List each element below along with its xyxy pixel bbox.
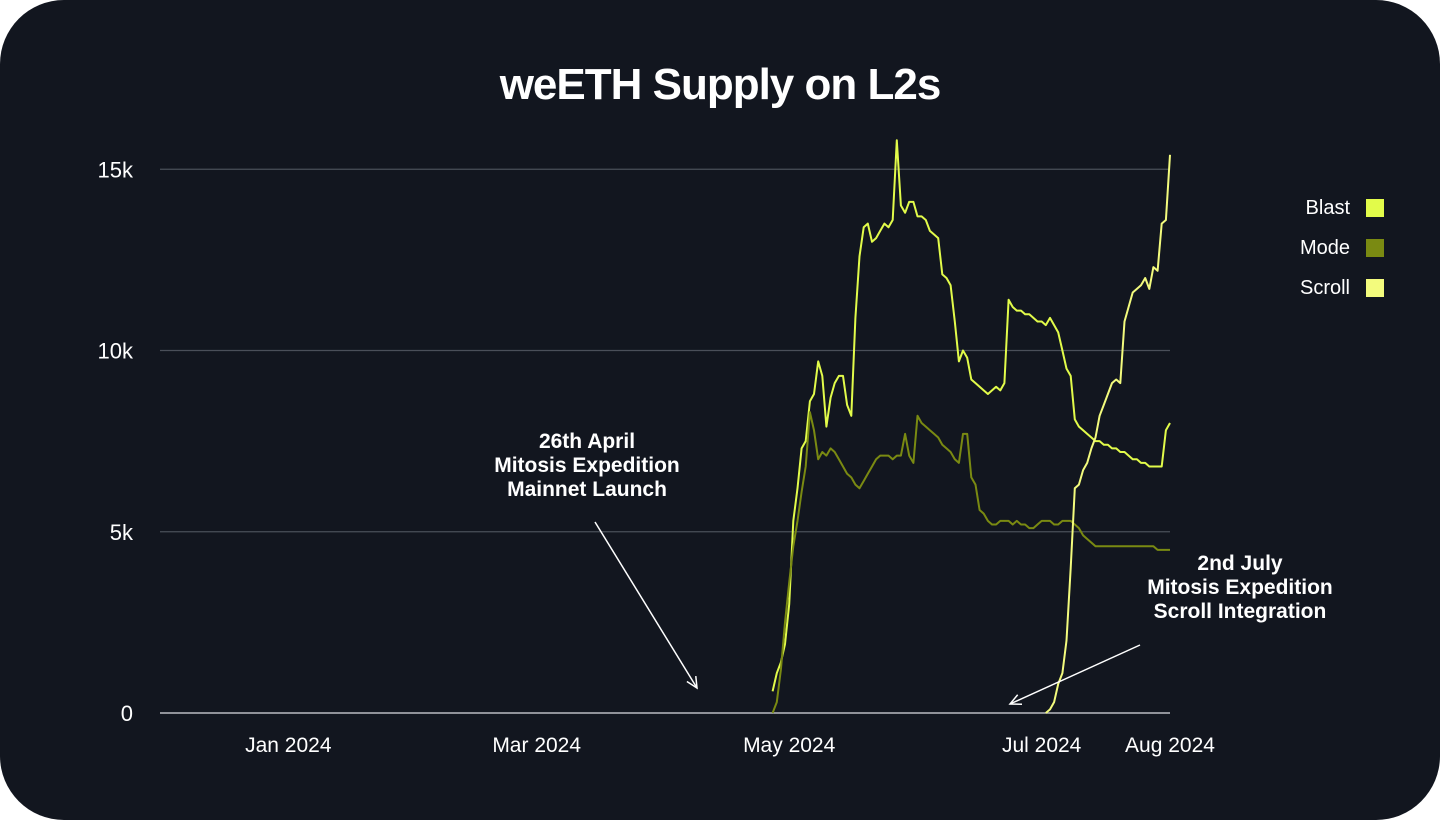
- series-line-blast: [771, 139, 1171, 692]
- x-tick-label: May 2024: [743, 734, 836, 757]
- annotation-text: Scroll Integration: [1154, 600, 1327, 623]
- y-tick-label: 15k: [98, 157, 134, 182]
- legend-swatch: [1366, 239, 1384, 257]
- annotation-text: 26th April: [539, 430, 635, 453]
- annotation-text: Mitosis Expedition: [1147, 576, 1333, 599]
- legend-label: Mode: [1299, 236, 1350, 259]
- series-lines: [771, 139, 1171, 714]
- legend-item-blast: Blast: [1305, 196, 1384, 219]
- annotation-arrow: [1009, 644, 1141, 705]
- gridlines: [160, 168, 1170, 714]
- x-tick-label: Jul 2024: [1002, 734, 1082, 757]
- legend-label: Scroll: [1299, 276, 1350, 299]
- annotation-text: 2nd July: [1197, 552, 1283, 575]
- y-tick-label: 0: [121, 701, 133, 726]
- x-tick-label: Jan 2024: [245, 734, 332, 757]
- series-line-scroll: [1045, 154, 1171, 714]
- legend-item-scroll: Scroll: [1299, 276, 1384, 299]
- y-tick-label: 10k: [98, 339, 134, 364]
- annotation-arrowhead: [1008, 694, 1023, 706]
- annotation-text: Mainnet Launch: [507, 478, 667, 501]
- y-axis-ticks: 0 5k 10k 15k: [98, 157, 134, 726]
- y-tick-label: 5k: [110, 520, 134, 545]
- chart-title: weETH Supply on L2s: [499, 60, 942, 109]
- x-tick-label: Aug 2024: [1125, 734, 1215, 757]
- series-line-mode: [771, 411, 1170, 714]
- chart-legend: Blast Mode Scroll: [1299, 196, 1384, 299]
- annotation-text: Mitosis Expedition: [494, 454, 680, 477]
- legend-item-mode: Mode: [1299, 236, 1384, 259]
- annotation-arrow: [594, 521, 698, 689]
- legend-label: Blast: [1305, 196, 1350, 219]
- legend-swatch: [1366, 279, 1384, 297]
- legend-swatch: [1366, 199, 1384, 217]
- x-tick-label: Mar 2024: [492, 734, 581, 757]
- annotation-arrowhead: [686, 675, 698, 690]
- x-axis-ticks: Jan 2024 Mar 2024 May 2024 Jul 2024 Aug 2024: [245, 734, 1215, 757]
